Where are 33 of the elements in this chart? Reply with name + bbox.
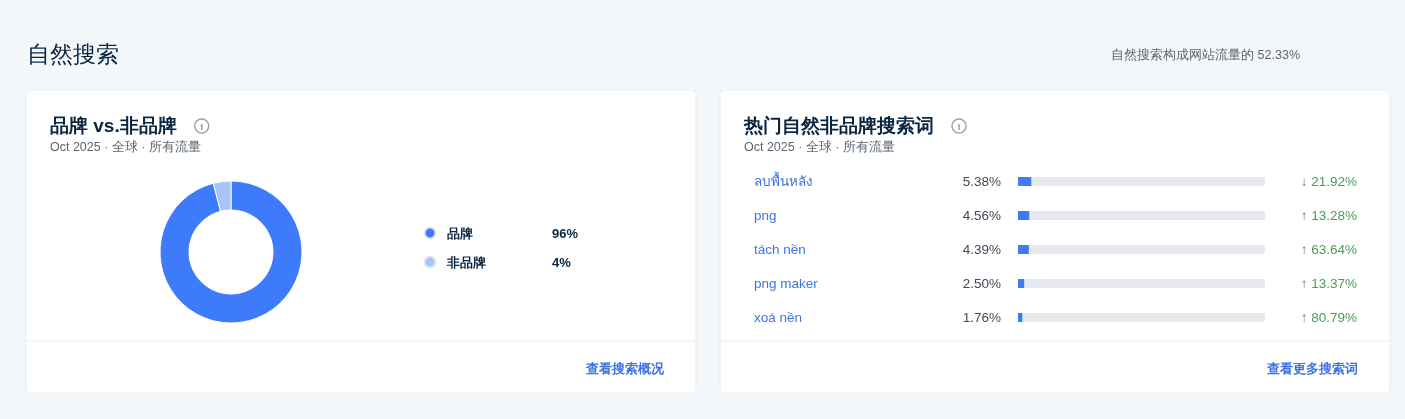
chart-title: 品牌 vs.非品牌 — [50, 115, 177, 136]
bar — [1018, 245, 1029, 254]
text: ↑ 13.28% — [1300, 208, 1357, 223]
text: 查看更多搜索词 — [1266, 361, 1358, 376]
bar — [1018, 279, 1025, 288]
y-tick-label: xoá nền — [754, 310, 803, 325]
y-tick-label: tách nền — [754, 242, 806, 257]
legend-label: 非品牌 — [446, 255, 486, 270]
data-label: 5.38% — [962, 174, 1001, 189]
bar — [1018, 211, 1030, 220]
data-label: 4.56% — [962, 208, 1001, 223]
text: 热门自然非品牌搜索词 — [743, 115, 934, 136]
data-label: 4.39% — [962, 242, 1001, 257]
text: ↑ 13.37% — [1300, 276, 1357, 291]
text: ↑ 63.64% — [1300, 242, 1357, 257]
bar — [1018, 177, 1032, 186]
data-label: 1.76% — [962, 310, 1001, 325]
text: ↓ 21.92% — [1300, 174, 1357, 189]
text: Oct 2025 · 全球 · 所有流量 — [744, 139, 895, 154]
text: 自然搜索 — [27, 41, 119, 67]
text: 自然搜索构成网站流量的 52.33% — [1111, 47, 1300, 62]
chart-subtitle: Oct 2025 · 全球 · 所有流量 — [50, 139, 201, 154]
bar — [1018, 313, 1023, 322]
text: ↑ 80.79% — [1300, 310, 1357, 325]
data-label: 2.50% — [962, 276, 1001, 291]
text: 查看搜索概况 — [585, 361, 665, 376]
data-label: 96% — [552, 226, 579, 241]
y-tick-label: png — [754, 208, 777, 223]
y-tick-label: png maker — [754, 276, 819, 291]
legend-label: 品牌 — [447, 226, 473, 241]
donut-slice — [159, 180, 303, 324]
y-tick-label: ลบพื้นหลัง — [754, 171, 813, 189]
data-label: 4% — [552, 255, 572, 270]
